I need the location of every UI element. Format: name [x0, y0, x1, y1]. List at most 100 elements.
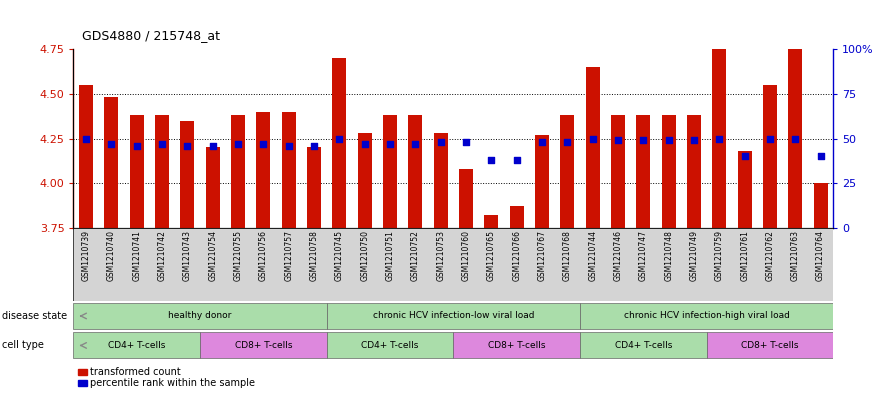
Point: [434, 139, 448, 145]
Text: GSM1210758: GSM1210758: [310, 230, 319, 281]
Point: [281, 143, 296, 149]
Text: cell type: cell type: [2, 340, 44, 351]
Bar: [409, 115, 422, 228]
Text: GSM1210744: GSM1210744: [588, 230, 597, 281]
Point: [762, 135, 777, 141]
Point: [661, 137, 676, 143]
Bar: [814, 183, 828, 228]
Point: [585, 135, 599, 141]
Point: [130, 143, 144, 149]
Bar: [73, 303, 327, 329]
Text: GSM1210745: GSM1210745: [335, 230, 344, 281]
Bar: [307, 147, 321, 228]
Point: [814, 153, 828, 160]
Text: chronic HCV infection-low viral load: chronic HCV infection-low viral load: [373, 312, 534, 320]
Bar: [383, 115, 397, 228]
Text: healthy donor: healthy donor: [168, 312, 232, 320]
Bar: [332, 58, 347, 228]
Point: [358, 141, 372, 147]
Bar: [687, 115, 701, 228]
Bar: [73, 228, 833, 301]
Point: [79, 135, 93, 141]
Text: transformed count: transformed count: [90, 367, 180, 377]
Bar: [707, 332, 833, 358]
Text: GSM1210743: GSM1210743: [183, 230, 192, 281]
Text: chronic HCV infection-high viral load: chronic HCV infection-high viral load: [624, 312, 789, 320]
Bar: [105, 97, 118, 228]
Point: [409, 141, 423, 147]
Text: GSM1210761: GSM1210761: [740, 230, 749, 281]
Point: [611, 137, 625, 143]
Point: [104, 141, 118, 147]
Bar: [737, 151, 752, 228]
Point: [307, 143, 322, 149]
Bar: [611, 115, 625, 228]
Point: [636, 137, 650, 143]
Point: [256, 141, 271, 147]
Text: CD4+ T-cells: CD4+ T-cells: [361, 341, 418, 350]
Text: GSM1210762: GSM1210762: [765, 230, 774, 281]
Bar: [788, 31, 802, 228]
Text: GSM1210753: GSM1210753: [436, 230, 445, 281]
Bar: [586, 67, 599, 228]
Text: GSM1210748: GSM1210748: [664, 230, 673, 281]
Text: disease state: disease state: [2, 311, 67, 321]
Bar: [200, 332, 327, 358]
Text: GSM1210751: GSM1210751: [385, 230, 394, 281]
Text: GSM1210757: GSM1210757: [284, 230, 293, 281]
Text: CD4+ T-cells: CD4+ T-cells: [108, 341, 166, 350]
Text: GSM1210767: GSM1210767: [538, 230, 547, 281]
Point: [180, 143, 194, 149]
Point: [687, 137, 702, 143]
Text: GSM1210763: GSM1210763: [791, 230, 800, 281]
Text: CD8+ T-cells: CD8+ T-cells: [235, 341, 292, 350]
Bar: [434, 133, 448, 228]
Bar: [130, 115, 143, 228]
Text: GSM1210749: GSM1210749: [690, 230, 699, 281]
Point: [712, 135, 727, 141]
Text: GSM1210740: GSM1210740: [107, 230, 116, 281]
Point: [332, 135, 347, 141]
Bar: [327, 332, 453, 358]
Bar: [155, 115, 169, 228]
Text: GSM1210747: GSM1210747: [639, 230, 648, 281]
Point: [535, 139, 549, 145]
Point: [459, 139, 473, 145]
Text: GSM1210760: GSM1210760: [461, 230, 470, 281]
Text: GSM1210759: GSM1210759: [715, 230, 724, 281]
Point: [383, 141, 397, 147]
Text: GSM1210750: GSM1210750: [360, 230, 369, 281]
Bar: [459, 169, 473, 228]
Bar: [281, 112, 296, 228]
Point: [788, 135, 803, 141]
Bar: [358, 133, 372, 228]
Point: [560, 139, 574, 145]
Point: [155, 141, 169, 147]
Point: [510, 157, 524, 163]
Bar: [231, 115, 246, 228]
Text: GSM1210768: GSM1210768: [563, 230, 572, 281]
Bar: [485, 215, 498, 228]
Text: percentile rank within the sample: percentile rank within the sample: [90, 378, 254, 388]
Text: GSM1210755: GSM1210755: [234, 230, 243, 281]
Point: [205, 143, 220, 149]
Bar: [535, 135, 549, 228]
Bar: [327, 303, 580, 329]
Text: GSM1210756: GSM1210756: [259, 230, 268, 281]
Bar: [73, 332, 200, 358]
Bar: [206, 147, 220, 228]
Bar: [661, 115, 676, 228]
Text: GSM1210764: GSM1210764: [816, 230, 825, 281]
Bar: [580, 303, 833, 329]
Bar: [560, 115, 574, 228]
Bar: [712, 31, 727, 228]
Text: GDS4880 / 215748_at: GDS4880 / 215748_at: [82, 29, 220, 42]
Text: GSM1210752: GSM1210752: [411, 230, 420, 281]
Text: CD8+ T-cells: CD8+ T-cells: [741, 341, 798, 350]
Text: GSM1210766: GSM1210766: [513, 230, 521, 281]
Bar: [79, 85, 93, 228]
Text: CD4+ T-cells: CD4+ T-cells: [615, 341, 672, 350]
Bar: [180, 121, 194, 228]
Text: GSM1210754: GSM1210754: [208, 230, 217, 281]
Bar: [763, 85, 777, 228]
